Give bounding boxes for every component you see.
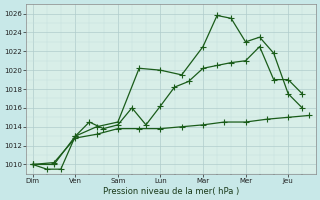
X-axis label: Pression niveau de la mer( hPa ): Pression niveau de la mer( hPa ) — [103, 187, 239, 196]
